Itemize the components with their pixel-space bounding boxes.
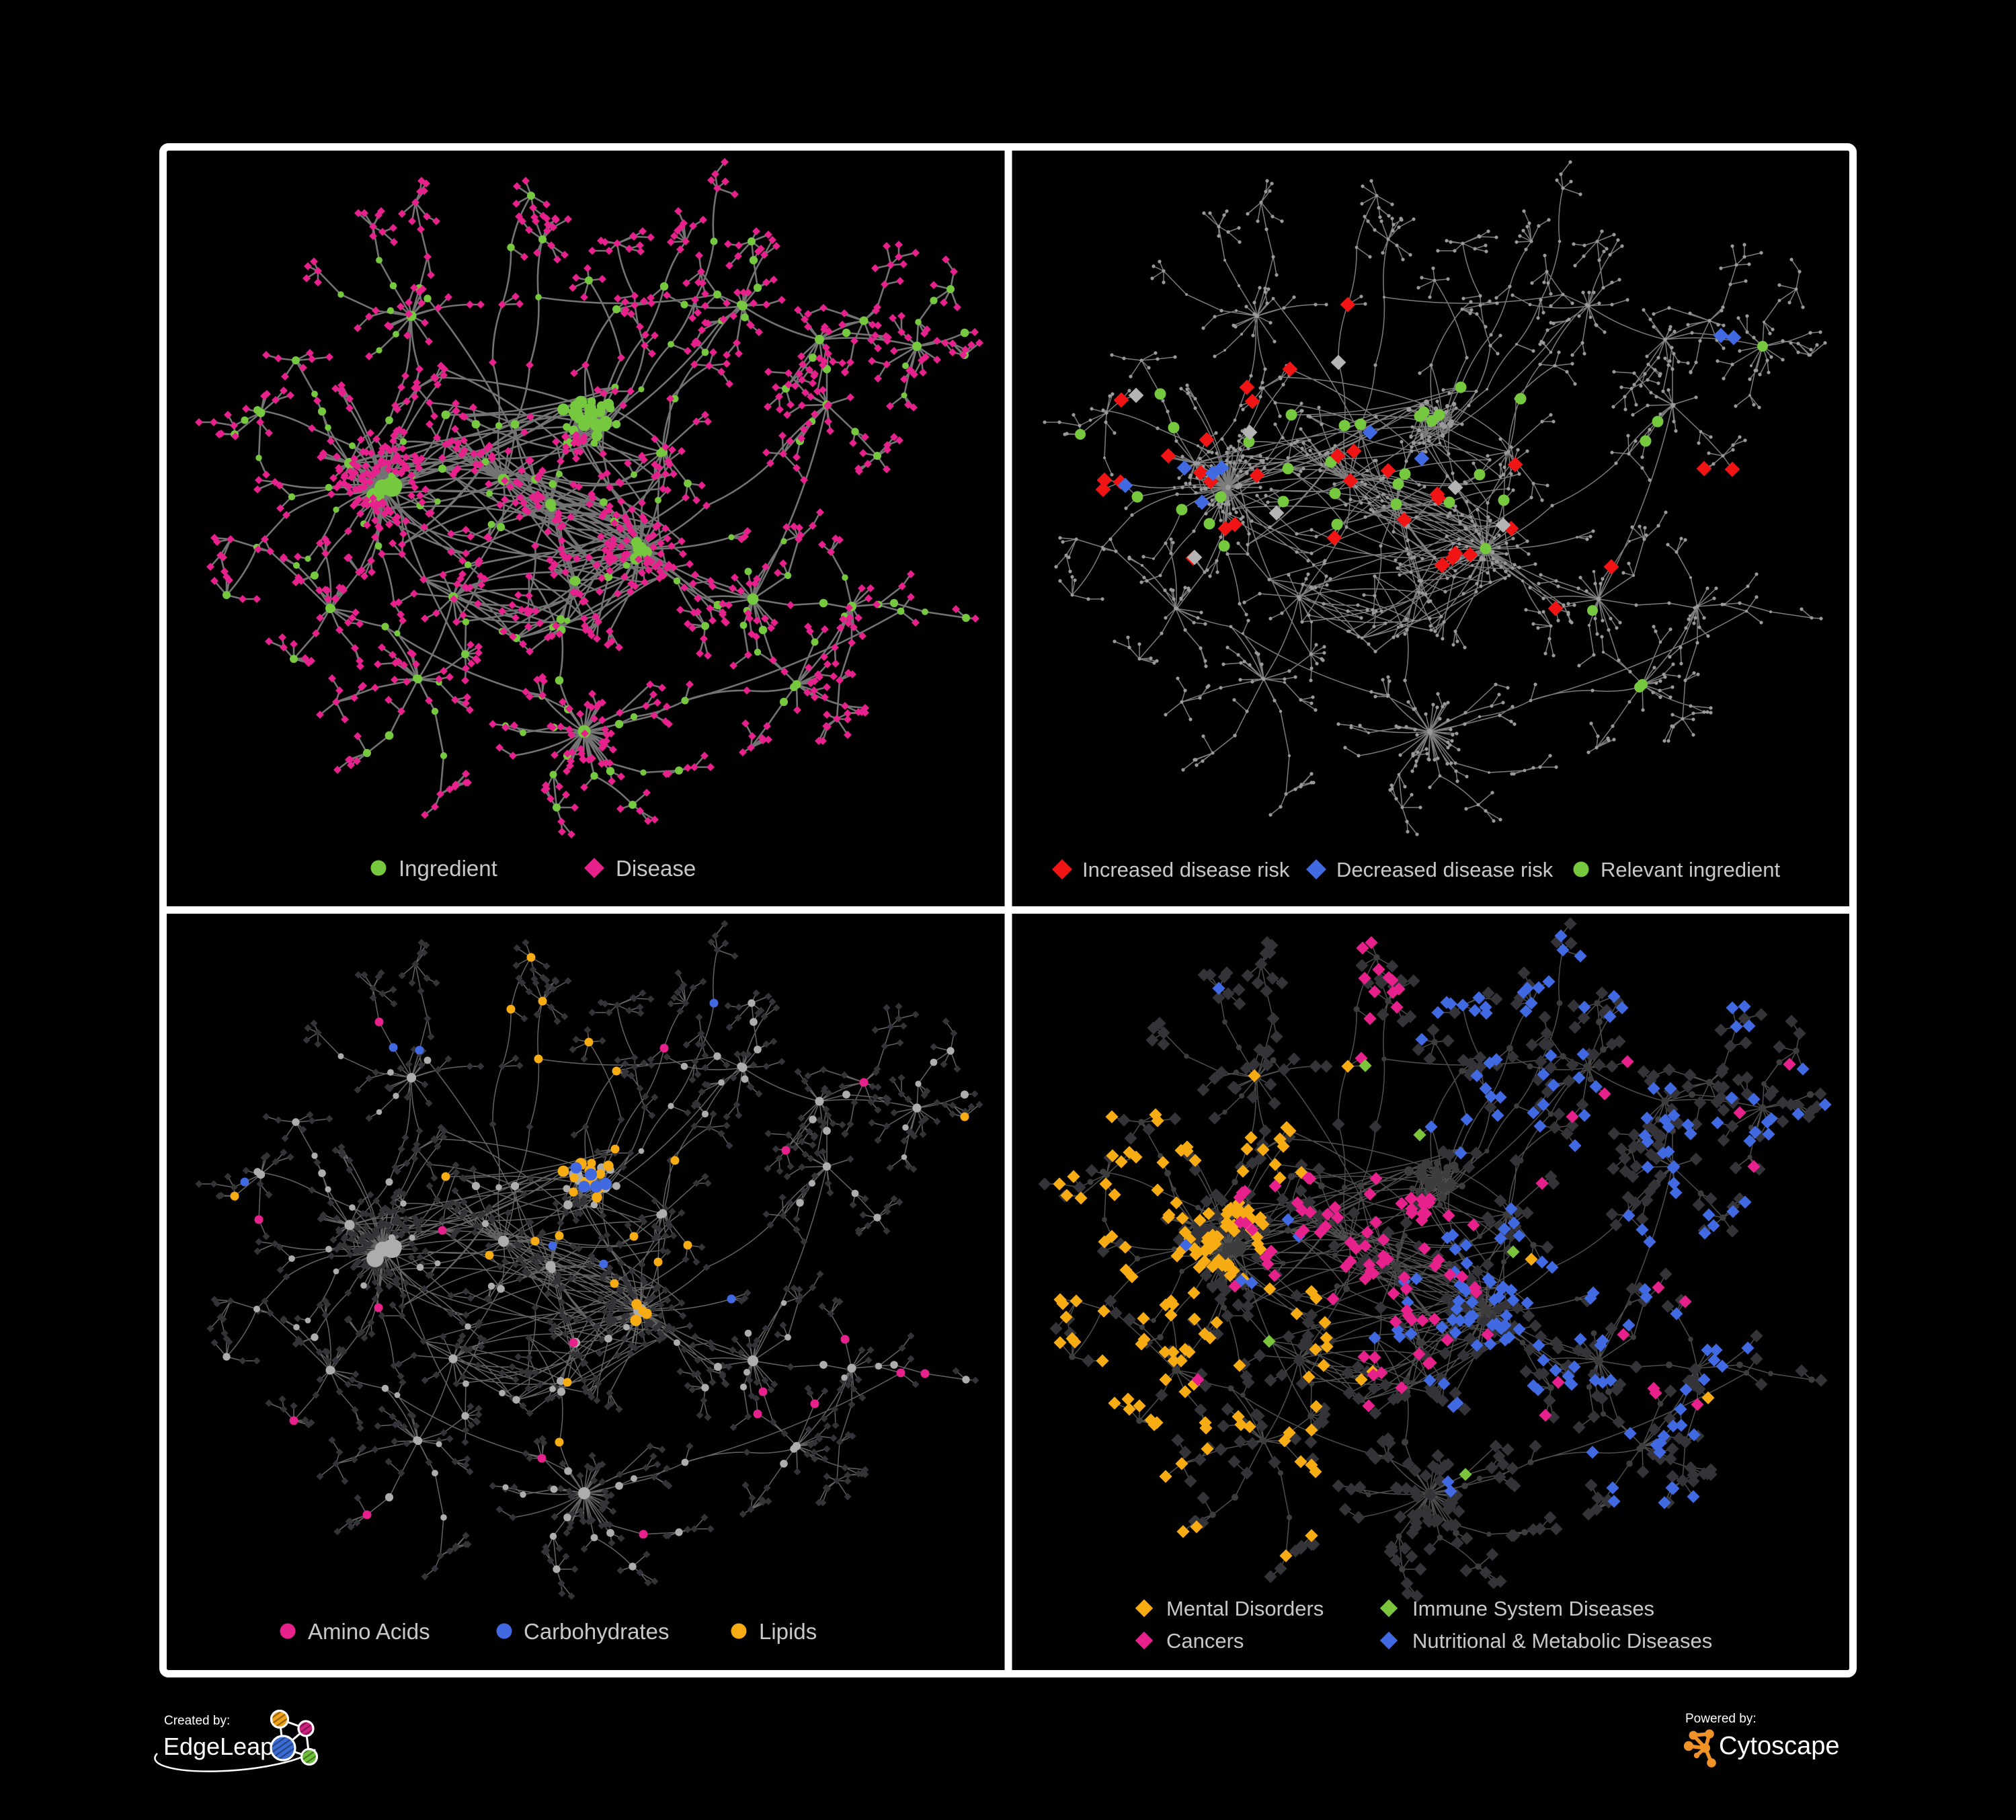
svg-text:Cytoscape: Cytoscape: [1719, 1732, 1840, 1760]
svg-text:Ingredient: Ingredient: [399, 856, 497, 881]
svg-text:Lipids: Lipids: [759, 1619, 817, 1644]
svg-text:Nutritional & Metabolic Diseas: Nutritional & Metabolic Diseases: [1412, 1629, 1712, 1653]
svg-text:Immune System Diseases: Immune System Diseases: [1412, 1597, 1654, 1620]
svg-text:Cancers: Cancers: [1166, 1629, 1244, 1653]
svg-text:Carbohydrates: Carbohydrates: [524, 1619, 669, 1644]
svg-text:Powered by:: Powered by:: [1685, 1712, 1757, 1726]
svg-text:EdgeLeap: EdgeLeap: [163, 1733, 274, 1760]
svg-text:Decreased disease risk: Decreased disease risk: [1336, 858, 1554, 881]
svg-text:Created by:: Created by:: [164, 1714, 230, 1728]
svg-text:Disease: Disease: [616, 856, 696, 881]
svg-text:Mental Disorders: Mental Disorders: [1166, 1597, 1324, 1620]
svg-text:Amino Acids: Amino Acids: [308, 1619, 430, 1644]
svg-text:Relevant ingredient: Relevant ingredient: [1601, 858, 1781, 881]
svg-text:Increased disease risk: Increased disease risk: [1082, 858, 1290, 881]
